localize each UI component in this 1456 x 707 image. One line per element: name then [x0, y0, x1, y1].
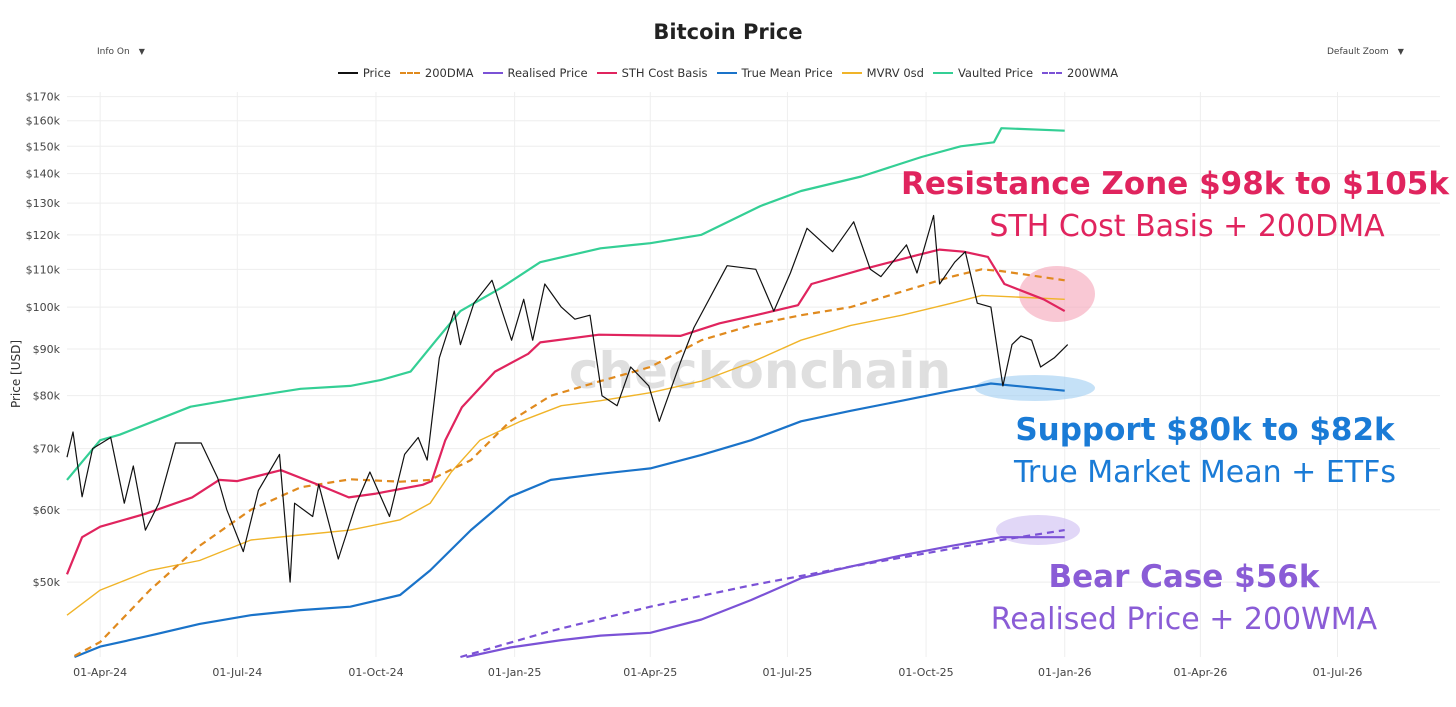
legend-item-wma200[interactable]: 200WMA — [1042, 66, 1118, 80]
support-annotation-subtitle: True Market Mean + ETFs — [1013, 455, 1396, 490]
resistance-annotation-title: Resistance Zone $98k to $105k — [901, 166, 1450, 202]
x-tick-label: 01-Apr-26 — [1173, 666, 1227, 679]
y-tick-label: $160k — [26, 115, 61, 128]
legend-item-sth[interactable]: STH Cost Basis — [596, 66, 708, 80]
legend-item-truemean[interactable]: True Mean Price — [716, 66, 833, 80]
chart-title: Bitcoin Price — [653, 20, 803, 44]
zoom-label: Default Zoom — [1327, 47, 1389, 57]
highlight-ellipses — [975, 266, 1095, 545]
legend-label: STH Cost Basis — [621, 66, 708, 80]
legend-swatch — [932, 72, 953, 74]
x-tick-label: 01-Jul-26 — [1313, 666, 1363, 679]
x-tick-label: 01-Oct-24 — [348, 666, 403, 679]
legend-swatch — [716, 72, 737, 74]
gridlines — [67, 92, 1440, 657]
series-sth-line — [65, 248, 1066, 575]
resistance-annotation-subtitle: STH Cost Basis + 200DMA — [989, 209, 1385, 244]
legend-item-realised[interactable]: Realised Price — [482, 66, 588, 80]
legend-swatch — [841, 72, 862, 74]
y-tick-label: $170k — [26, 91, 61, 104]
zoom-dropdown[interactable]: Default Zoom ▼ — [1327, 47, 1404, 57]
info-toggle-dropdown[interactable]: Info On ▼ — [97, 47, 145, 57]
series-lines — [65, 127, 1069, 659]
y-tick-label: $60k — [33, 504, 61, 517]
annotations: Resistance Zone $98k to $105k STH Cost Ba… — [901, 166, 1450, 637]
series-vaulted-line — [66, 127, 1065, 481]
legend-label: Realised Price — [507, 66, 588, 80]
legend-swatch — [1042, 72, 1063, 74]
chevron-down-icon: ▼ — [1397, 47, 1404, 56]
y-tick-label: $130k — [26, 197, 61, 210]
x-axis: 01-Apr-24 01-Jul-24 01-Oct-24 01-Jan-25 01-A… — [73, 666, 1362, 679]
legend-label: Price — [362, 66, 391, 80]
series-realised-line — [466, 536, 1065, 659]
y-axis: $50k $60k $70k $80k $90k $100k $110k $120k $130k… — [26, 91, 61, 589]
legend-swatch — [596, 72, 617, 74]
legend-item-mvrv[interactable]: MVRV 0sd — [841, 66, 924, 80]
legend-label: MVRV 0sd — [866, 66, 924, 80]
legend-item-price[interactable]: Price — [337, 66, 391, 80]
resistance-highlight — [1019, 266, 1095, 322]
bear-annotation-subtitle: Realised Price + 200WMA — [991, 602, 1378, 637]
series-truemean-line — [74, 382, 1065, 659]
series-wma200-line — [460, 529, 1065, 659]
x-tick-label: 01-Jul-25 — [762, 666, 812, 679]
legend: Price 200DMA Realised Price STH Cost Basis T… — [0, 66, 1456, 80]
x-tick-label: 01-Apr-25 — [623, 666, 677, 679]
legend-item-dma200[interactable]: 200DMA — [399, 66, 474, 80]
y-tick-label: $110k — [26, 263, 61, 276]
support-annotation-title: Support $80k to $82k — [1015, 412, 1396, 448]
legend-swatch — [399, 72, 420, 74]
legend-label: 200DMA — [424, 66, 474, 80]
x-tick-label: 01-Jan-25 — [488, 666, 542, 679]
series-dma200-line — [73, 268, 1065, 657]
y-tick-label: $50k — [33, 576, 61, 589]
y-tick-label: $100k — [26, 301, 61, 314]
y-axis-label: Price [USD] — [9, 340, 23, 408]
x-tick-label: 01-Oct-25 — [898, 666, 953, 679]
y-tick-label: $120k — [26, 229, 61, 242]
y-tick-label: $70k — [33, 443, 61, 456]
y-tick-label: $150k — [26, 140, 61, 153]
chevron-down-icon: ▼ — [138, 47, 145, 56]
info-toggle-label: Info On — [97, 47, 130, 57]
x-tick-label: 01-Jul-24 — [212, 666, 262, 679]
legend-item-vaulted[interactable]: Vaulted Price — [932, 66, 1034, 80]
legend-label: 200WMA — [1067, 66, 1119, 80]
legend-swatch — [337, 72, 358, 74]
series-price-line — [66, 214, 1069, 583]
watermark: checkonchain — [569, 342, 951, 400]
y-tick-label: $90k — [33, 343, 61, 356]
x-tick-label: 01-Jan-26 — [1038, 666, 1092, 679]
bear-highlight — [996, 515, 1080, 545]
legend-label: Vaulted Price — [957, 66, 1034, 80]
x-tick-label: 01-Apr-24 — [73, 666, 127, 679]
y-tick-label: $80k — [33, 390, 61, 403]
legend-swatch — [482, 72, 503, 74]
series-mvrv-line — [66, 294, 1065, 616]
y-tick-label: $140k — [26, 168, 61, 181]
legend-label: True Mean Price — [741, 66, 833, 80]
bear-annotation-title: Bear Case $56k — [1049, 559, 1321, 595]
